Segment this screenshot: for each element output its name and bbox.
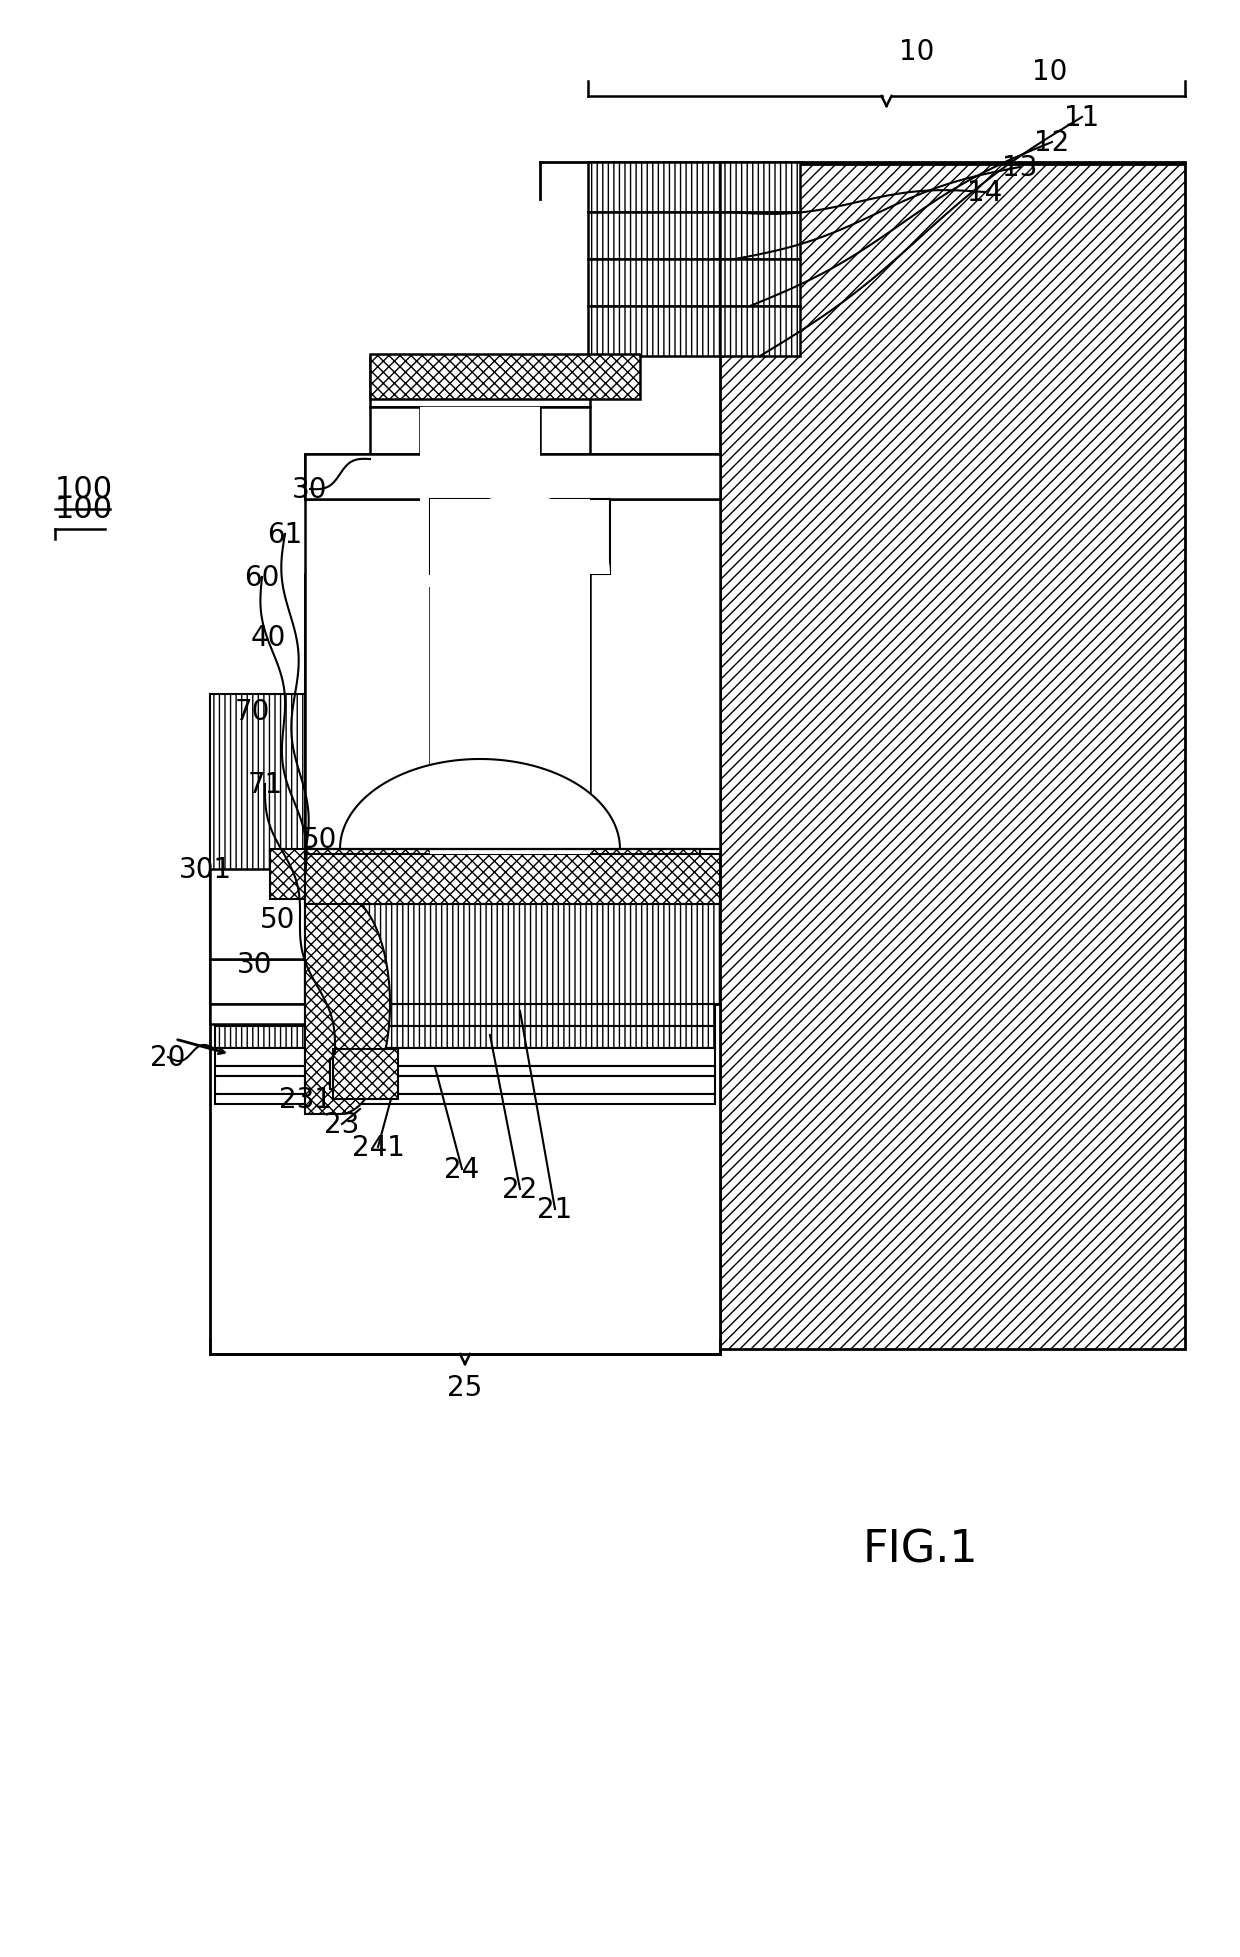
Text: 231: 231 (279, 1086, 331, 1114)
Bar (305, 855, 720, 904)
Bar (305, 499, 430, 855)
Text: FIG.1: FIG.1 (862, 1528, 978, 1571)
Text: 241: 241 (352, 1133, 404, 1161)
Bar (305, 959, 360, 1090)
Bar (210, 1004, 720, 1354)
Text: 60: 60 (244, 564, 280, 591)
Bar (420, 407, 539, 587)
Polygon shape (305, 894, 389, 1114)
Text: 12: 12 (1034, 129, 1070, 157)
Text: 25: 25 (448, 1374, 482, 1401)
Bar (215, 1004, 715, 1027)
Bar (210, 1004, 310, 1024)
Text: 70: 70 (234, 697, 269, 726)
Bar (215, 1049, 715, 1067)
Bar (720, 162, 800, 213)
Bar (588, 162, 723, 213)
Text: 61: 61 (268, 521, 303, 548)
Text: 13: 13 (1002, 155, 1038, 182)
Text: 22: 22 (502, 1176, 538, 1204)
Text: 14: 14 (967, 178, 1003, 207)
Text: 100: 100 (55, 495, 113, 524)
Text: 30: 30 (293, 476, 327, 503)
Polygon shape (305, 759, 720, 849)
Bar (215, 1067, 715, 1076)
Polygon shape (430, 495, 610, 575)
Text: 10: 10 (899, 37, 934, 67)
Text: 50: 50 (303, 826, 337, 853)
Bar (720, 260, 800, 307)
Bar (370, 358, 590, 407)
Bar (588, 213, 723, 260)
Bar (590, 499, 720, 855)
Polygon shape (720, 164, 1185, 1348)
Bar (210, 869, 310, 959)
Text: 10: 10 (1033, 59, 1068, 86)
Bar (720, 213, 800, 260)
Bar (720, 307, 800, 356)
Bar (588, 260, 723, 307)
Text: 23: 23 (325, 1110, 360, 1139)
Bar (215, 1027, 715, 1049)
Bar (210, 695, 720, 1004)
Bar (215, 1076, 715, 1094)
Text: 24: 24 (444, 1155, 480, 1184)
Text: 21: 21 (537, 1196, 573, 1223)
Text: 71: 71 (247, 771, 283, 798)
Bar (270, 849, 305, 900)
Text: 301: 301 (179, 855, 232, 883)
Bar (334, 1049, 398, 1100)
Bar (430, 499, 590, 855)
Text: 30: 30 (237, 951, 273, 978)
Bar (210, 959, 310, 1004)
Bar (305, 904, 720, 1004)
Text: 100: 100 (55, 476, 113, 505)
Bar (588, 307, 723, 356)
Bar (370, 407, 420, 587)
Bar (430, 499, 610, 575)
Bar (305, 849, 701, 900)
Bar (370, 354, 640, 399)
Bar (539, 407, 590, 587)
Bar (305, 454, 720, 499)
Bar (215, 1094, 715, 1104)
Text: 20: 20 (150, 1043, 186, 1070)
Bar (330, 1059, 370, 1090)
Polygon shape (305, 454, 720, 900)
Text: 40: 40 (250, 624, 285, 652)
Text: 50: 50 (260, 906, 295, 933)
Text: 11: 11 (1064, 104, 1100, 131)
